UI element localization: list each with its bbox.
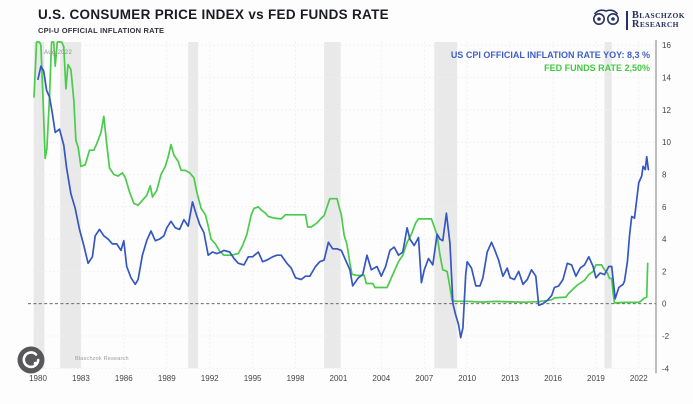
recession-band xyxy=(324,42,341,369)
y-tick-label: 14 xyxy=(662,74,671,83)
y-tick-label: 4 xyxy=(662,235,667,244)
as-of-date-label: Aug 2022 xyxy=(44,50,73,56)
recession-band xyxy=(33,42,45,369)
x-tick-label: 2019 xyxy=(587,374,605,383)
page-subtitle: CPI-U OFFICIAL INFLATION RATE xyxy=(38,26,165,35)
recession-band xyxy=(60,42,81,369)
x-tick-label: 1995 xyxy=(244,374,262,383)
x-tick-label: 1986 xyxy=(115,374,133,383)
x-tick-label: 2004 xyxy=(372,374,390,383)
brand-logo: BLASCHZOK RESEARCH xyxy=(592,6,685,35)
x-tick-label: 2013 xyxy=(501,374,519,383)
x-tick-label: 1992 xyxy=(201,374,219,383)
legend-cpi-label: US CPI OFFICIAL INFLATION RATE YOY: 8,3 … xyxy=(450,50,650,60)
x-tick-label: 1980 xyxy=(29,374,47,383)
recession-band xyxy=(434,42,458,369)
brand-name-line2: RESEARCH xyxy=(631,18,679,30)
series-line-cpi xyxy=(37,65,650,339)
y-tick-label: -4 xyxy=(662,364,670,373)
x-tick-label: 2001 xyxy=(330,374,348,383)
x-tick-label: 2010 xyxy=(458,374,476,383)
blaschzok-emblem-icon xyxy=(592,6,622,35)
series-line-fed xyxy=(33,41,649,304)
brand-name: BLASCHZOK RESEARCH xyxy=(631,10,685,30)
y-tick-label: 12 xyxy=(662,106,671,115)
y-tick-label: 2 xyxy=(662,267,667,276)
recession-band xyxy=(604,42,612,369)
watermark-logo-icon xyxy=(17,346,45,374)
y-tick-label: 10 xyxy=(662,138,671,147)
x-tick-label: 2007 xyxy=(415,374,433,383)
y-tick-label: -2 xyxy=(662,332,670,341)
brand-divider xyxy=(625,11,628,30)
y-tick-label: 16 xyxy=(662,41,671,50)
x-tick-label: 1983 xyxy=(72,374,90,383)
y-tick-label: 6 xyxy=(662,203,667,212)
brand-name-line1: BLASCHZOK xyxy=(631,10,685,21)
x-tick-label: 1998 xyxy=(287,374,305,383)
y-tick-label: 8 xyxy=(662,171,667,180)
x-tick-label: 2022 xyxy=(630,374,648,383)
y-tick-label: 0 xyxy=(662,300,667,309)
watermark-text: Blaschzok Research xyxy=(75,356,129,362)
page-title: U.S. CONSUMER PRICE INDEX vs FED FUNDS R… xyxy=(38,7,389,22)
chart-legend: US CPI OFFICIAL INFLATION RATE YOY: 8,3 … xyxy=(451,49,650,74)
legend-fed-label: FED FUNDS RATE 2,50% xyxy=(544,62,650,73)
x-tick-label: 2016 xyxy=(544,374,562,383)
x-tick-label: 1989 xyxy=(158,374,176,383)
